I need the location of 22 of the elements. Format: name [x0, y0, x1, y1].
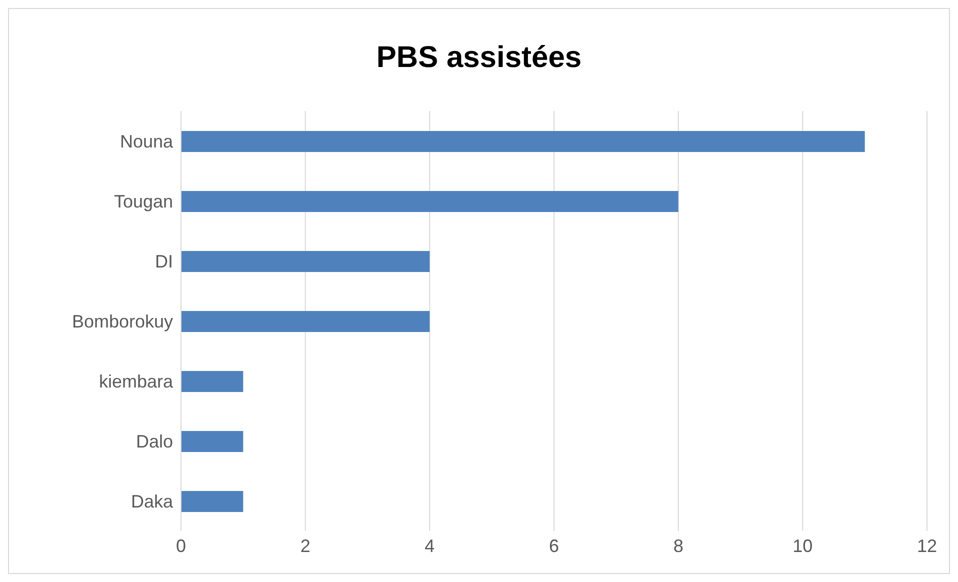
y-tick-label: kiembara	[98, 371, 174, 392]
bar	[181, 251, 430, 272]
bar	[181, 371, 244, 392]
y-tick-label: Daka	[130, 491, 174, 512]
x-tick-label: 10	[792, 536, 813, 556]
y-tick-label: Tougan	[114, 191, 173, 212]
x-tick-label: 6	[548, 536, 560, 556]
y-tick-label: Bomborokuy	[72, 311, 173, 332]
chart-title: PBS assistées	[375, 41, 583, 75]
bar	[181, 311, 430, 332]
x-tick-label: 12	[916, 536, 938, 556]
x-tick-label: 4	[424, 536, 435, 556]
bar	[181, 431, 244, 452]
x-tick-label: 8	[673, 536, 684, 556]
bar	[181, 491, 244, 512]
y-tick-label: Nouna	[120, 131, 174, 152]
bar	[181, 131, 865, 152]
y-tick-label: Dalo	[136, 431, 173, 452]
x-tick-label: 2	[300, 536, 310, 556]
y-tick-label: DI	[155, 251, 173, 272]
x-tick-label: 0	[176, 536, 186, 556]
bar	[181, 191, 678, 212]
